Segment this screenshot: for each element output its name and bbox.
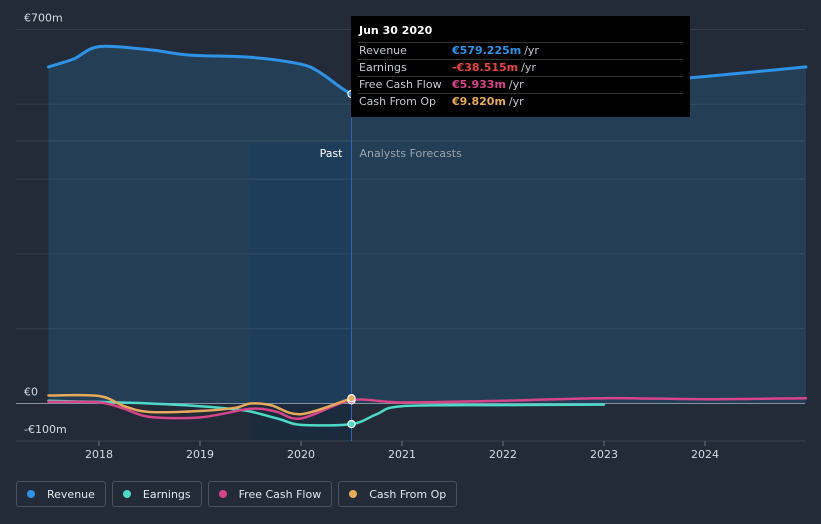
legend-revenue-toggle[interactable]: Revenue [16,481,106,507]
x-tick-label: 2023 [590,448,618,461]
tooltip-label: Earnings [359,61,407,74]
cash-from-op-line [47,393,353,416]
tooltip-unit: /yr [521,61,536,74]
x-axis-labels: 2018 2019 2020 2021 2022 2023 2024 [85,441,719,461]
legend-dot-icon [218,490,227,498]
x-tick-label: 2018 [85,448,113,461]
x-tick-label: 2020 [287,448,315,461]
legend-label: Free Cash Flow [238,487,322,501]
legend-dot-icon [122,490,131,498]
chart-legend: Revenue Earnings Free Cash Flow Cash From O… [16,481,458,507]
tooltip-value: -€38.515m [452,61,519,74]
earnings-marker [347,419,356,429]
tooltip-value: €9.820m [452,95,506,108]
tooltip-value: €5.933m [452,78,506,91]
x-tick-label: 2019 [186,448,214,461]
tooltip-unit: /yr [508,78,524,91]
y-tick-label: €700m [24,12,63,25]
past-label: Past [320,147,344,160]
forecast-label: Analysts Forecasts [360,147,463,160]
tooltip-value: €579.225m [452,44,522,57]
tooltip-date: Jun 30 2020 [358,24,683,43]
x-tick-label: 2022 [489,448,517,461]
revenue-area [48,46,806,404]
y-axis-labels: €700m €0 -€100m [24,12,67,437]
x-tick-label: 2021 [388,448,416,461]
tooltip-label: Free Cash Flow [359,78,442,91]
tooltip-row: Earnings -€38.515m/yr [358,60,683,77]
tooltip-row: Cash From Op €9.820m/yr [358,94,683,110]
cash-from-op-marker [347,394,356,403]
earnings-line [47,399,606,427]
y-tick-label: -€100m [24,423,67,436]
legend-dot-icon [27,490,35,498]
y-tick-label: €0 [24,386,38,399]
x-tick-label: 2024 [691,448,719,461]
tooltip-row: Free Cash Flow €5.933m/yr [358,77,683,94]
legend-free-cash-flow-toggle[interactable]: Free Cash Flow [207,481,333,507]
legend-label: Revenue [47,487,95,501]
legend-cash-from-op-toggle[interactable]: Cash From Op [338,481,458,507]
free-cash-flow-line [47,396,808,421]
legend-label: Cash From Op [369,487,447,501]
series-markers [347,89,356,429]
legend-dot-icon [349,490,358,498]
tooltip-row: Revenue €579.225m/yr [358,43,683,60]
tooltip-label: Revenue [359,44,407,57]
tooltip-unit: /yr [524,44,539,57]
past-period-shade [249,141,352,441]
tooltip-unit: /yr [508,95,524,108]
data-tooltip: Jun 30 2020 Revenue €579.225m/yr Earnings -… [351,16,690,117]
legend-earnings-toggle[interactable]: Earnings [111,481,202,507]
revenue-area-fill [48,46,806,404]
legend-label: Earnings [142,487,191,501]
tooltip-label: Cash From Op [359,95,437,108]
